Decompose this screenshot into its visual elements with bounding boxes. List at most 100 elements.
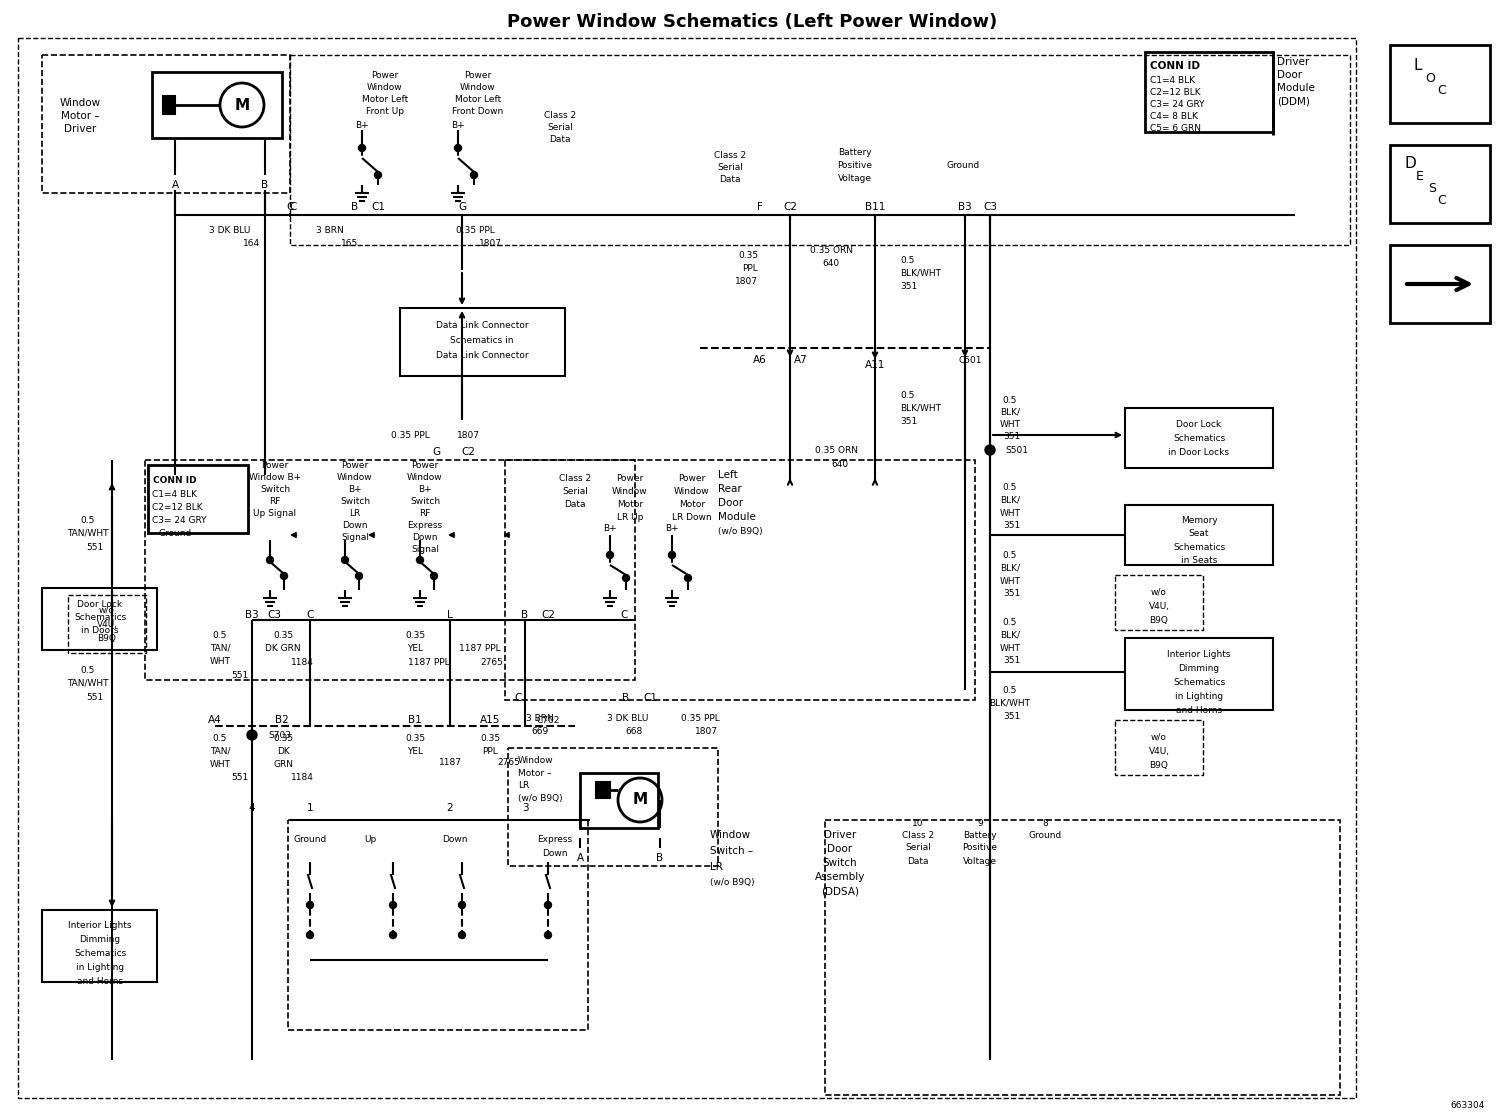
Text: M: M (633, 793, 648, 808)
Text: Ground: Ground (946, 160, 979, 169)
Text: A4: A4 (208, 715, 223, 725)
Text: B: B (656, 853, 663, 864)
Text: Window: Window (337, 473, 373, 482)
Text: Ground: Ground (1029, 831, 1062, 840)
Text: Motor –: Motor – (517, 768, 552, 777)
Text: Window: Window (408, 473, 442, 482)
Text: 2765: 2765 (481, 657, 504, 666)
Text: Window: Window (367, 83, 403, 92)
Text: 351: 351 (1003, 521, 1021, 530)
Bar (144, 460, 635, 680)
Text: 0.35 PPL: 0.35 PPL (391, 430, 430, 439)
Circle shape (668, 551, 675, 559)
Text: 1807: 1807 (695, 727, 717, 736)
Text: Power: Power (617, 474, 644, 483)
Text: Window B+: Window B+ (250, 473, 301, 482)
Text: 0.35 ORN: 0.35 ORN (815, 446, 857, 455)
Text: Window: Window (60, 99, 101, 108)
Text: Driver: Driver (824, 830, 856, 840)
Text: 551: 551 (232, 671, 248, 680)
Text: Motor Left: Motor Left (362, 94, 408, 103)
Text: 0.5: 0.5 (81, 515, 95, 524)
Text: Motor: Motor (617, 500, 644, 508)
Text: 10: 10 (913, 820, 923, 829)
Text: Rear: Rear (717, 484, 741, 494)
Circle shape (544, 902, 552, 908)
Text: WHT: WHT (209, 656, 230, 665)
Text: C3: C3 (984, 202, 997, 212)
Text: C: C (1438, 84, 1447, 96)
Text: Front Up: Front Up (365, 106, 405, 115)
Text: Schematics: Schematics (1173, 433, 1226, 442)
Text: B+: B+ (349, 485, 362, 494)
Text: 2765: 2765 (498, 757, 520, 766)
Text: Data Link Connector: Data Link Connector (436, 320, 528, 329)
Text: in Seats: in Seats (1181, 556, 1217, 564)
Text: C1: C1 (644, 693, 657, 703)
Text: B3: B3 (245, 610, 259, 620)
Text: 351: 351 (1003, 655, 1021, 664)
Text: Up: Up (364, 836, 376, 844)
Circle shape (606, 551, 614, 559)
Text: Module: Module (717, 512, 757, 522)
Text: 1807: 1807 (457, 430, 480, 439)
Text: WHT: WHT (1000, 508, 1021, 517)
Text: Voltage: Voltage (838, 174, 872, 183)
Text: TAN/: TAN/ (209, 747, 230, 756)
Circle shape (355, 572, 362, 579)
Text: 1184: 1184 (290, 774, 313, 783)
Text: B9Q: B9Q (1149, 760, 1169, 769)
Text: V4U,: V4U, (1149, 601, 1170, 610)
Text: M: M (235, 97, 250, 112)
Text: B: B (262, 180, 269, 190)
Text: C2: C2 (541, 610, 555, 620)
Circle shape (374, 171, 382, 178)
Text: 1807: 1807 (478, 239, 501, 248)
Text: Module: Module (1277, 83, 1314, 93)
Text: O: O (1426, 72, 1435, 84)
Text: Left: Left (717, 470, 738, 480)
Circle shape (220, 83, 265, 127)
Circle shape (358, 144, 365, 151)
Text: Power: Power (678, 474, 705, 483)
Circle shape (471, 171, 477, 178)
Text: BLK/WHT: BLK/WHT (899, 403, 942, 412)
Text: LR: LR (349, 508, 361, 517)
Text: w/o: w/o (1151, 732, 1167, 741)
Text: Voltage: Voltage (963, 857, 997, 866)
Text: 1: 1 (307, 803, 313, 813)
Text: A: A (576, 853, 584, 864)
Text: Class 2: Class 2 (559, 474, 591, 483)
Text: BLK/: BLK/ (1000, 495, 1020, 504)
Text: B+: B+ (603, 523, 617, 532)
Text: 351: 351 (899, 281, 917, 290)
Text: LR Down: LR Down (672, 513, 711, 522)
Text: C: C (290, 202, 296, 212)
Text: 0.35: 0.35 (405, 734, 426, 743)
Text: Motor Left: Motor Left (454, 94, 501, 103)
Text: Data: Data (549, 134, 570, 143)
Text: V4U,: V4U, (1149, 747, 1170, 756)
Text: Motor: Motor (678, 500, 705, 508)
Text: Dimming: Dimming (1179, 663, 1220, 672)
Text: 551: 551 (86, 692, 104, 701)
Circle shape (544, 932, 552, 939)
Text: Window: Window (460, 83, 496, 92)
Text: Battery: Battery (963, 831, 997, 840)
Text: 1187 PPL: 1187 PPL (459, 644, 501, 653)
Text: Data: Data (907, 857, 929, 866)
Text: in Door Locks: in Door Locks (1169, 448, 1229, 457)
Text: Memory: Memory (1181, 515, 1217, 524)
Circle shape (390, 902, 397, 908)
Text: C501: C501 (958, 355, 982, 364)
Text: WHT: WHT (1000, 577, 1021, 586)
Text: Power Window Schematics (Left Power Window): Power Window Schematics (Left Power Wind… (507, 13, 997, 31)
Bar (68, 595, 146, 653)
Circle shape (390, 932, 397, 939)
Text: 0.5: 0.5 (1003, 685, 1017, 694)
Text: 0.35: 0.35 (738, 251, 758, 260)
Text: 3 DK BLU: 3 DK BLU (209, 225, 251, 234)
Text: C1=4 BLK: C1=4 BLK (152, 489, 197, 498)
Text: B: B (352, 202, 358, 212)
Text: Dimming: Dimming (80, 935, 120, 944)
